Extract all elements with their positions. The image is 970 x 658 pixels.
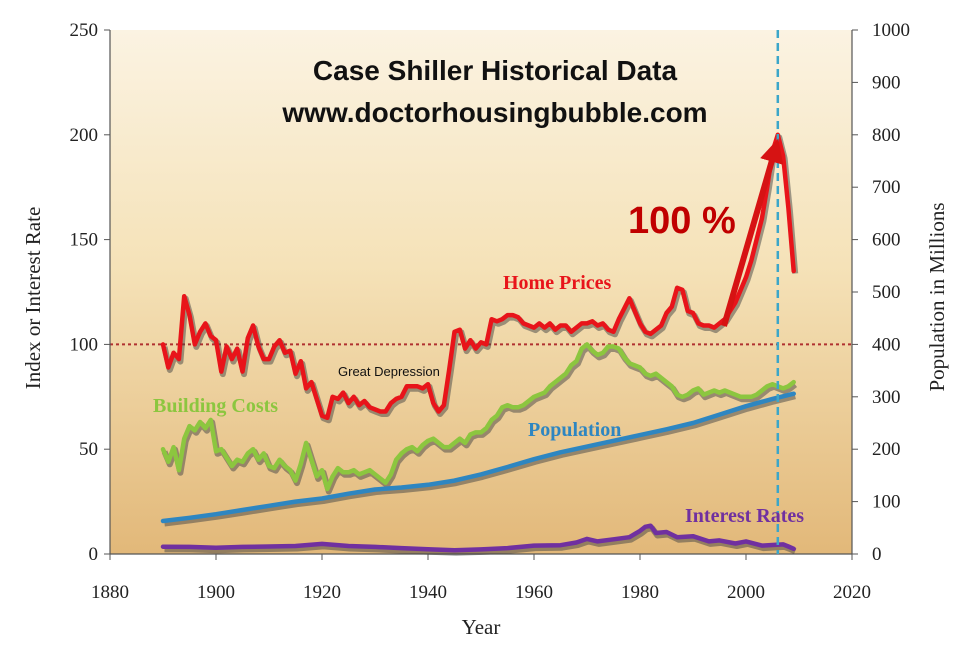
y-tick-label: 0 — [89, 544, 99, 565]
x-tick-label: 2000 — [727, 582, 765, 603]
growth-label: 100 % — [628, 200, 736, 242]
x-tick-label: 1960 — [515, 582, 553, 603]
label-population: Population — [528, 419, 621, 441]
series-shadow-interest-rates — [164, 525, 797, 556]
great-depression-label: Great Depression — [338, 364, 440, 379]
y-tick-label: 100 — [70, 334, 99, 355]
y2-tick-label: 200 — [872, 439, 901, 460]
label-interest-rates: Interest Rates — [685, 505, 804, 527]
x-tick-label: 1980 — [621, 582, 659, 603]
label-building-costs: Building Costs — [153, 395, 278, 417]
label-home-prices: Home Prices — [503, 272, 611, 294]
x-tick-label: 1900 — [197, 582, 235, 603]
y-axis-title: Index or Interest Rate — [21, 207, 45, 390]
y2-tick-label: 400 — [872, 334, 901, 355]
series-line-home-prices — [160, 132, 796, 421]
chart-title: Case Shiller Historical Data — [313, 55, 678, 86]
growth-arrow — [721, 138, 784, 327]
chart-subtitle: www.doctorhousingbubble.com — [281, 97, 707, 128]
y2-tick-label: 500 — [872, 282, 901, 303]
x-tick-label: 1940 — [409, 582, 447, 603]
y2-tick-label: 900 — [872, 72, 901, 93]
y-tick-label: 250 — [70, 20, 99, 41]
y-tick-label: 150 — [70, 230, 99, 251]
y2-axis-title: Population in Millions — [925, 202, 949, 391]
y2-tick-label: 100 — [872, 492, 901, 513]
x-tick-label: 2020 — [833, 582, 871, 603]
series-line-building-costs — [160, 342, 796, 492]
y2-tick-label: 600 — [872, 230, 901, 251]
series-line-population — [160, 391, 796, 524]
x-tick-label: 1880 — [91, 582, 129, 603]
y2-tick-label: 300 — [872, 387, 901, 408]
y-tick-label: 50 — [79, 439, 98, 460]
series-line-interest-rates — [160, 523, 796, 553]
y-tick-label: 200 — [70, 125, 99, 146]
y2-tick-label: 1000 — [872, 20, 910, 41]
x-tick-label: 1920 — [303, 582, 341, 603]
y2-tick-label: 800 — [872, 125, 901, 146]
y2-tick-label: 700 — [872, 177, 901, 198]
x-axis-title: Year — [462, 615, 501, 639]
series-shadow-population — [164, 393, 796, 527]
y2-tick-label: 0 — [872, 544, 882, 565]
